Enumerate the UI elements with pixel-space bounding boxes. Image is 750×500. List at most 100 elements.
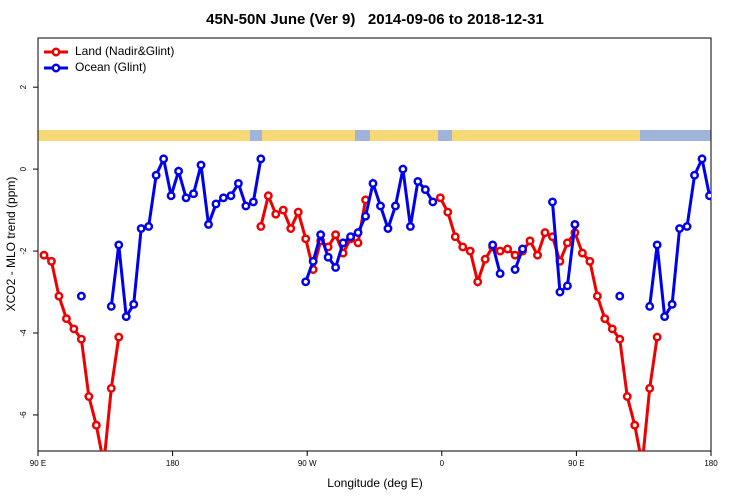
point [639,461,645,467]
point [39,250,49,260]
point [368,179,378,188]
x-axis-label: Longitude (deg E) [327,476,422,490]
point [615,334,625,344]
point [353,228,363,238]
point [443,207,453,217]
x-tick-label: 180 [166,459,180,468]
point [101,461,107,467]
point [346,232,356,242]
point [570,219,580,229]
point [204,219,213,229]
point [211,199,221,209]
point [106,301,116,311]
legend-label: Ocean (Glint) [75,60,146,74]
point [226,191,236,201]
point [630,420,640,430]
point [61,314,71,324]
point [405,222,415,231]
point [585,256,595,266]
point [286,224,296,233]
point [338,238,348,248]
point [428,197,438,207]
point [555,287,565,297]
point [652,332,662,342]
point [398,164,408,174]
point [518,244,528,254]
point [383,224,393,233]
point [435,193,445,203]
point [323,252,333,262]
point [301,277,311,287]
point [510,250,520,260]
point [562,238,572,248]
point [622,392,632,401]
point [69,324,79,334]
point [533,250,542,260]
point [331,230,341,240]
legend-label: Land (Nadir&Glint) [75,44,174,58]
point [189,189,198,199]
point [353,238,363,248]
x-tick-label: 90 W [298,459,317,468]
point [76,291,86,301]
point [316,230,326,240]
y-axis-label: XCO2 - MLO trend (ppm) [4,177,18,312]
point [308,256,318,266]
y-tick-label: -6 [19,411,28,419]
point [47,256,56,266]
point [562,281,572,291]
point [256,154,266,164]
point [458,242,468,252]
point [495,246,505,256]
plot-frame [37,37,712,452]
x-tick-label: 90 E [30,459,46,468]
point [690,170,699,180]
point [241,201,251,211]
point [682,222,692,231]
point [705,191,711,201]
point [525,236,535,246]
point [144,222,154,231]
point [263,191,273,201]
point [129,299,139,309]
x-tick-label: 0 [440,459,445,468]
point [645,301,655,311]
point [420,185,430,195]
point [91,420,101,430]
point [675,224,685,233]
point [121,312,131,322]
point [607,324,617,334]
point [114,332,124,342]
point [390,201,400,211]
point [54,291,64,301]
point [652,240,662,250]
point [645,383,655,393]
point [136,224,146,233]
legend-marker [51,63,61,73]
point [331,262,341,272]
point [151,170,161,180]
y-tick-label: 2 [19,84,28,89]
point [181,193,191,203]
point [540,228,550,238]
point [577,248,587,258]
point [361,211,370,221]
point [660,312,670,322]
point [256,222,266,231]
point [667,299,677,309]
y-tick-label: 0 [19,166,28,171]
point [473,277,483,287]
point [450,232,460,242]
point [248,197,258,207]
point [495,269,505,279]
x-tick-label: 180 [704,459,718,468]
legend-marker [51,47,61,57]
y-tick-label: -2 [19,247,28,255]
point [413,176,423,186]
point [76,334,86,344]
point [293,207,303,217]
point [106,383,116,393]
point [600,314,610,324]
point [271,209,281,219]
